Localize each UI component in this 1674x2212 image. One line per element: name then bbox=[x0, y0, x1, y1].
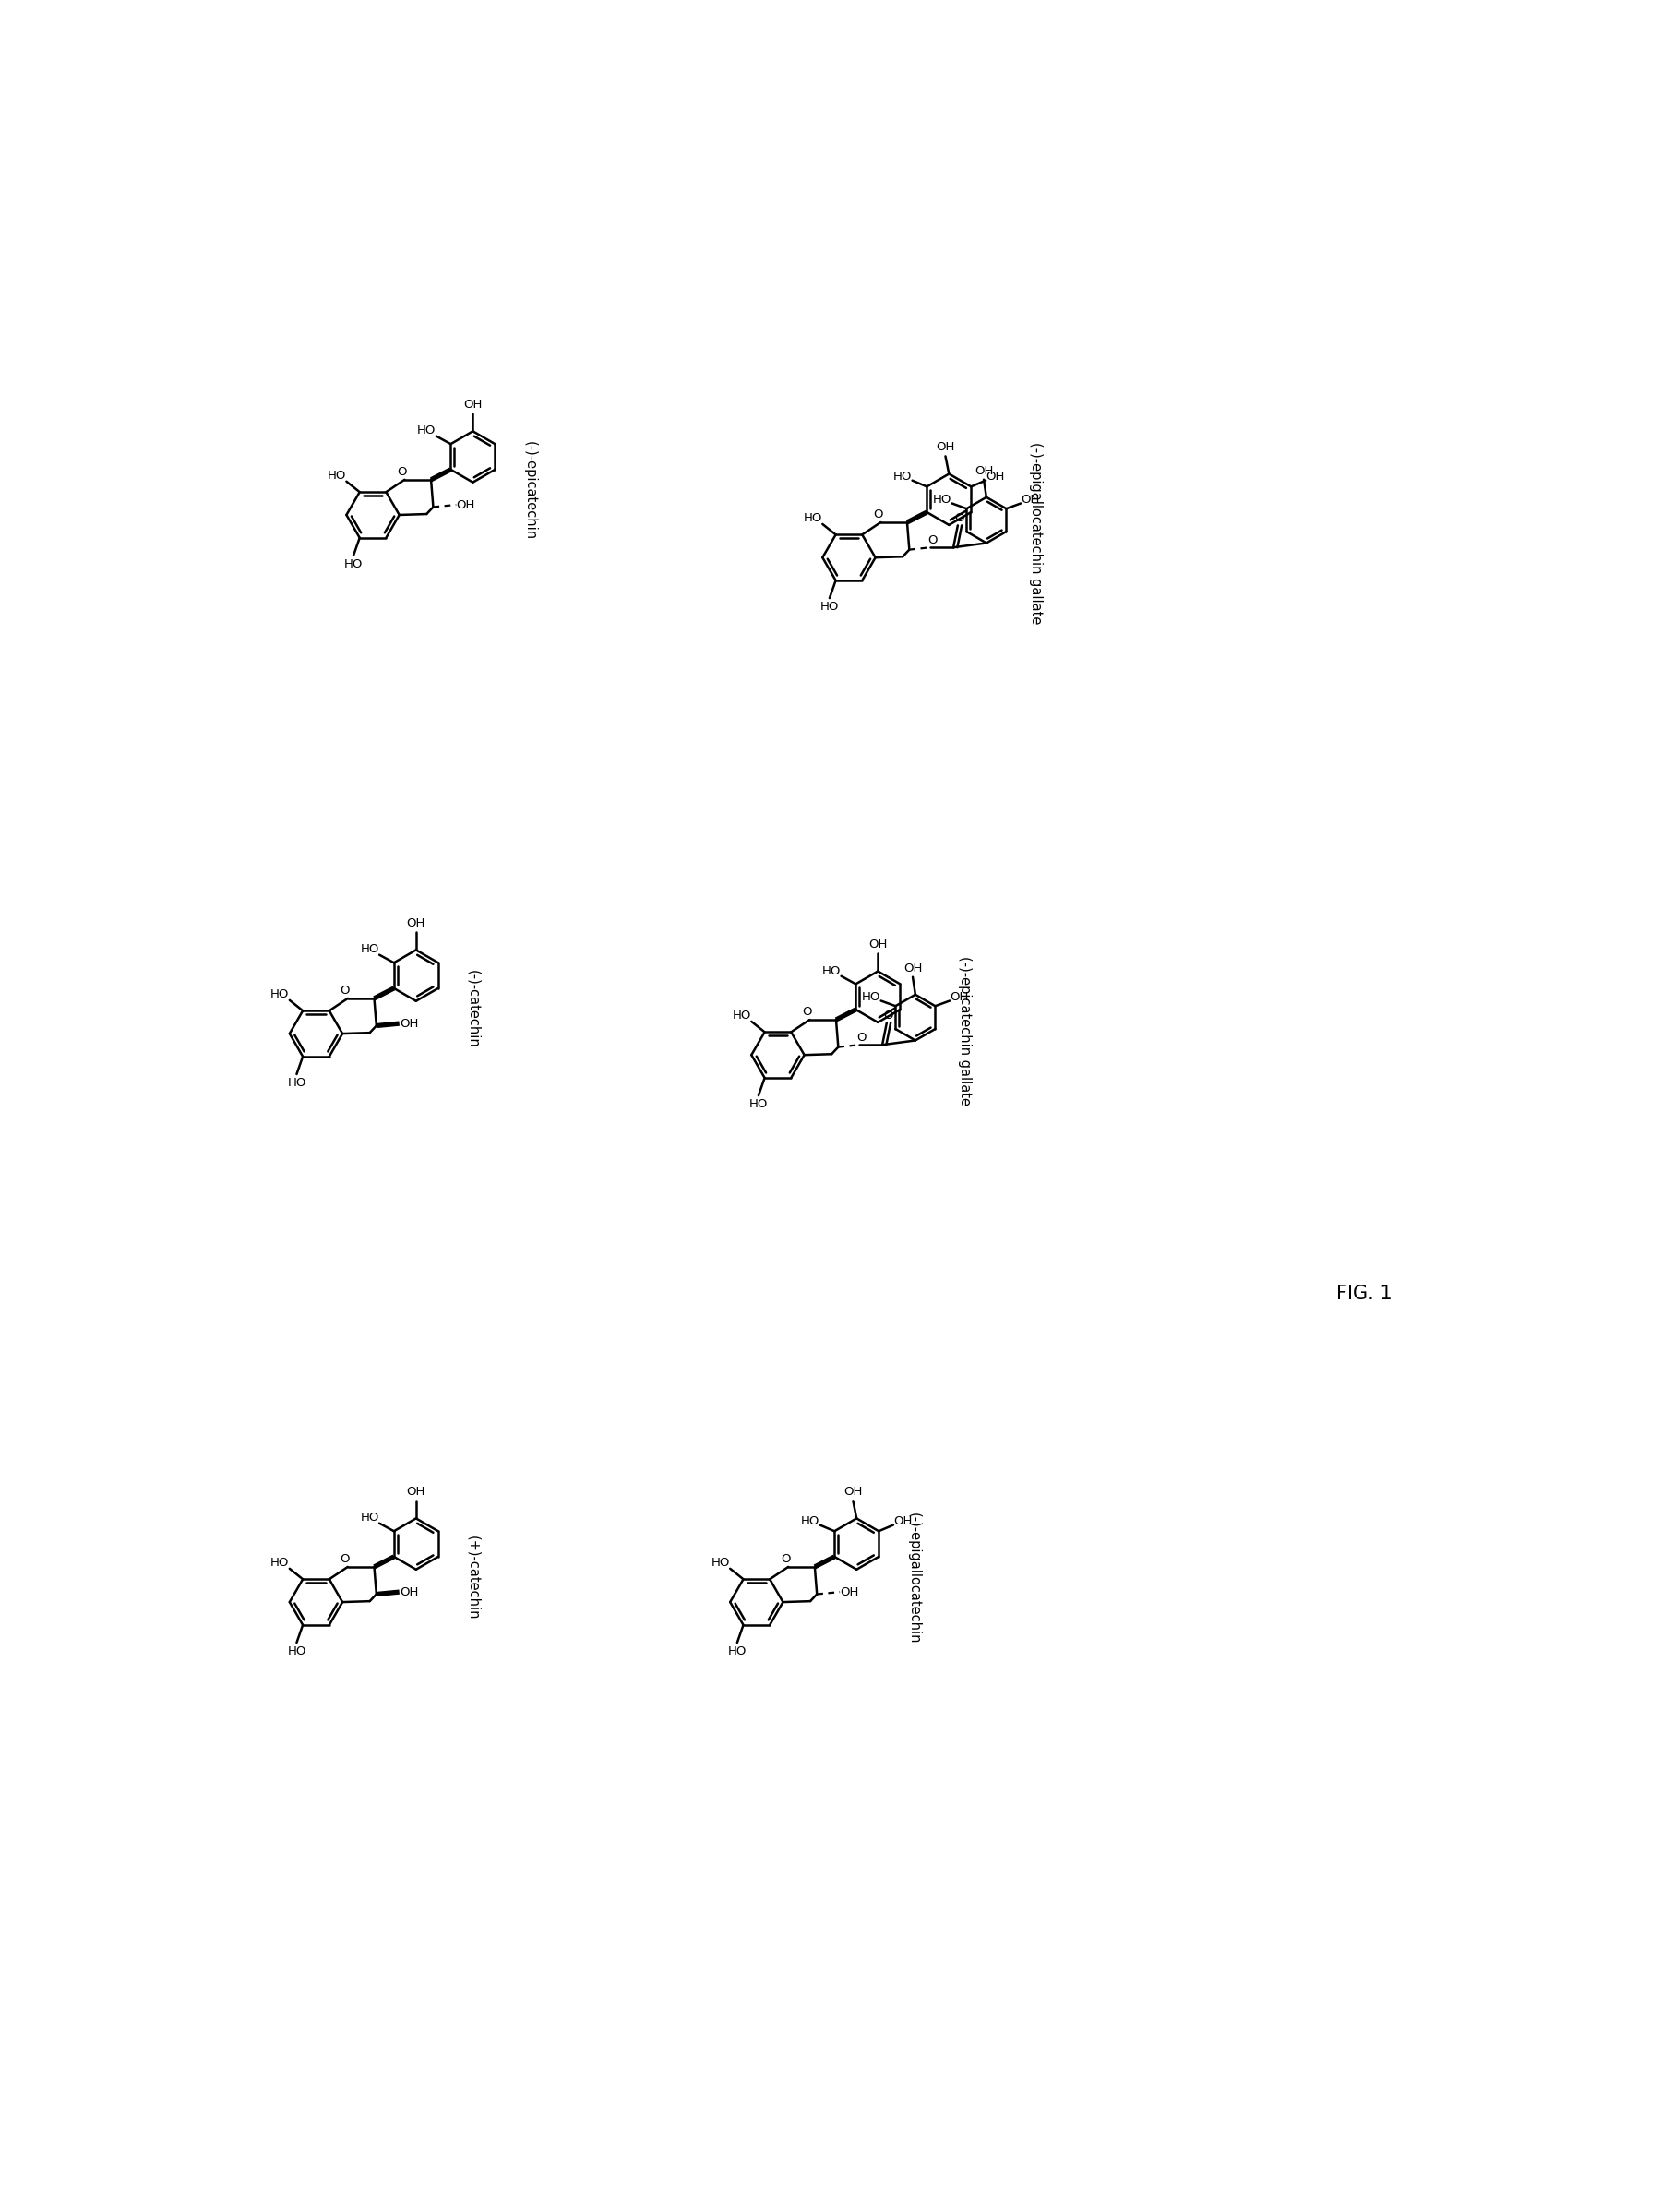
Text: O: O bbox=[397, 467, 407, 478]
Text: OH: OH bbox=[457, 500, 475, 511]
Text: OH: OH bbox=[936, 442, 954, 453]
Text: O: O bbox=[872, 509, 882, 520]
Text: OH: OH bbox=[1021, 493, 1040, 507]
Text: O: O bbox=[884, 1009, 892, 1022]
Text: OH: OH bbox=[902, 962, 922, 973]
Text: OH: OH bbox=[400, 1018, 418, 1029]
Text: HO: HO bbox=[270, 1557, 290, 1568]
Text: (-)-epigallocatechin: (-)-epigallocatechin bbox=[907, 1513, 921, 1644]
Text: FIG. 1: FIG. 1 bbox=[1336, 1285, 1391, 1303]
Text: OH: OH bbox=[464, 398, 482, 411]
Text: O: O bbox=[927, 533, 937, 546]
Text: HO: HO bbox=[892, 471, 911, 482]
Text: OH: OH bbox=[407, 918, 425, 929]
Text: HO: HO bbox=[270, 989, 290, 1000]
Text: OH: OH bbox=[892, 1515, 912, 1528]
Text: (+)-catechin: (+)-catechin bbox=[467, 1535, 480, 1619]
Text: HO: HO bbox=[804, 511, 822, 524]
Text: OH: OH bbox=[974, 465, 993, 478]
Text: (-)-epigallocatechin gallate: (-)-epigallocatechin gallate bbox=[1028, 442, 1043, 624]
Text: O: O bbox=[954, 513, 964, 524]
Text: HO: HO bbox=[822, 964, 840, 978]
Text: O: O bbox=[802, 1006, 812, 1018]
Text: OH: OH bbox=[400, 1586, 418, 1597]
Text: HO: HO bbox=[862, 991, 881, 1004]
Text: O: O bbox=[857, 1031, 865, 1044]
Text: OH: OH bbox=[986, 471, 1004, 482]
Text: OH: OH bbox=[840, 1586, 859, 1597]
Text: (-)-epicatechin gallate: (-)-epicatechin gallate bbox=[958, 956, 971, 1106]
Text: O: O bbox=[340, 984, 350, 998]
Text: O: O bbox=[780, 1553, 790, 1566]
Text: HO: HO bbox=[728, 1646, 747, 1657]
Text: HO: HO bbox=[343, 557, 363, 571]
Text: HO: HO bbox=[286, 1646, 306, 1657]
Text: HO: HO bbox=[932, 493, 951, 507]
Text: HO: HO bbox=[360, 1513, 378, 1524]
Text: HO: HO bbox=[417, 425, 435, 436]
Text: OH: OH bbox=[407, 1486, 425, 1498]
Text: HO: HO bbox=[711, 1557, 730, 1568]
Text: O: O bbox=[340, 1553, 350, 1566]
Text: HO: HO bbox=[360, 945, 378, 956]
Text: OH: OH bbox=[869, 938, 887, 951]
Text: (-)-catechin: (-)-catechin bbox=[467, 971, 480, 1048]
Text: OH: OH bbox=[844, 1486, 862, 1498]
Text: HO: HO bbox=[326, 469, 347, 482]
Text: HO: HO bbox=[820, 602, 839, 613]
Text: HO: HO bbox=[800, 1515, 819, 1528]
Text: (-)-epicatechin: (-)-epicatechin bbox=[522, 440, 537, 540]
Text: HO: HO bbox=[286, 1077, 306, 1088]
Text: HO: HO bbox=[732, 1009, 750, 1022]
Text: OH: OH bbox=[949, 991, 968, 1004]
Text: HO: HO bbox=[748, 1099, 767, 1110]
